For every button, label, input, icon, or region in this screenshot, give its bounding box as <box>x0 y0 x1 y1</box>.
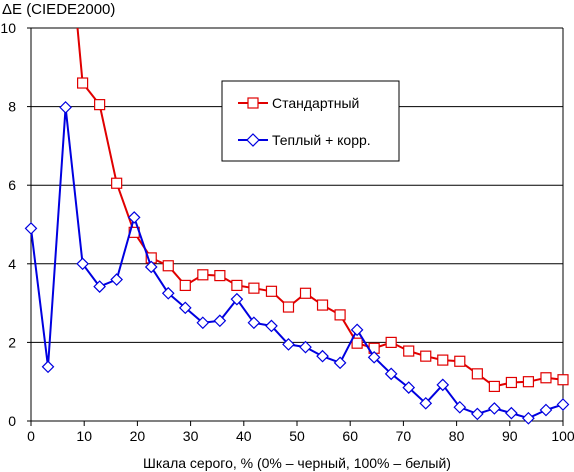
data-point-square <box>403 345 415 357</box>
legend-entry-standard: Стандартный <box>238 95 359 111</box>
data-point-square <box>299 287 312 299</box>
data-point-diamond <box>178 301 192 315</box>
data-point-diamond <box>333 356 347 370</box>
chart-title: ΔE (CIEDE2000) <box>2 1 115 18</box>
x-tick-label: 10 <box>76 428 92 444</box>
data-point-square <box>231 279 243 292</box>
x-tick-label: 0 <box>27 428 35 444</box>
data-point-square <box>540 372 552 384</box>
data-point-diamond <box>230 292 244 306</box>
data-point-square <box>94 99 106 111</box>
x-tick-label: 100 <box>551 428 574 444</box>
x-tick-label: 60 <box>342 428 358 444</box>
data-point-diamond <box>522 411 535 425</box>
data-point-diamond <box>265 319 278 333</box>
legend-marker-diamond <box>246 133 260 147</box>
data-point-diamond <box>488 402 501 415</box>
x-tick-label: 20 <box>130 428 146 444</box>
data-point-square <box>334 309 346 321</box>
x-axis-label: Шкала серого, % (0% – черный, 100% – бел… <box>143 455 451 471</box>
y-tick-label: 0 <box>8 413 16 429</box>
y-tick-label: 10 <box>0 20 16 36</box>
data-point-diamond <box>213 314 227 328</box>
series-layer <box>24 28 570 425</box>
x-tick-label: 50 <box>289 428 305 444</box>
data-point-diamond <box>505 406 518 420</box>
data-point-square <box>162 260 174 272</box>
legend-label-warm: Теплый + корр. <box>272 132 371 148</box>
data-point-square <box>437 354 449 366</box>
legend-entry-warm: Теплый + корр. <box>238 132 371 148</box>
y-tick-label: 6 <box>8 177 16 193</box>
data-point-square <box>265 285 278 297</box>
data-point-square <box>505 376 517 389</box>
x-tick-label: 80 <box>449 428 465 444</box>
data-point-diamond <box>144 260 158 274</box>
data-point-diamond <box>41 360 55 374</box>
data-point-square <box>385 336 397 348</box>
data-point-square <box>111 177 123 189</box>
series-standard <box>76 28 569 393</box>
data-point-diamond <box>93 280 106 293</box>
data-point-diamond <box>453 400 467 414</box>
data-point-square <box>522 376 535 388</box>
legend-box <box>221 80 400 162</box>
data-point-diamond <box>247 316 261 330</box>
data-point-diamond <box>470 407 484 421</box>
data-point-square <box>488 380 500 393</box>
data-point-square <box>557 374 569 386</box>
x-tick-label: 90 <box>502 428 518 444</box>
x-tick-label: 30 <box>183 428 199 444</box>
data-point-diamond <box>24 222 38 235</box>
data-point-diamond <box>127 211 141 224</box>
legend: Стандартный Теплый + корр. <box>221 80 400 162</box>
tick-labels: 0 10 20 30 40 50 60 70 80 90 100 0 2 4 6 8 10 <box>0 20 574 444</box>
data-point-square <box>248 282 260 294</box>
data-point-square <box>351 337 363 349</box>
data-point-square <box>316 299 329 311</box>
data-point-diamond <box>76 257 89 271</box>
x-tick-label: 40 <box>236 428 252 444</box>
data-point-diamond <box>110 273 124 286</box>
y-tick-label: 8 <box>8 99 16 115</box>
data-point-diamond <box>402 381 416 394</box>
data-point-square <box>179 279 191 292</box>
data-point-diamond <box>299 340 312 354</box>
data-point-square <box>214 269 226 282</box>
data-point-diamond <box>196 316 210 330</box>
data-point-diamond <box>384 367 398 381</box>
data-point-diamond <box>556 398 570 411</box>
data-point-diamond <box>282 338 295 351</box>
x-tick-label: 70 <box>396 428 412 444</box>
data-point-square <box>77 77 89 89</box>
data-point-diamond <box>367 350 381 364</box>
legend-marker-square <box>247 97 259 109</box>
y-tick-label: 2 <box>8 334 16 350</box>
data-point-square <box>471 368 483 380</box>
data-point-square <box>420 350 432 362</box>
data-point-diamond <box>59 101 72 114</box>
data-point-square <box>282 301 295 313</box>
data-point-square <box>197 269 209 281</box>
y-tick-label: 4 <box>8 256 16 272</box>
data-point-square <box>454 355 466 367</box>
data-point-diamond <box>436 378 450 392</box>
data-point-diamond <box>161 286 175 300</box>
data-point-diamond <box>316 349 329 363</box>
data-point-diamond <box>350 323 364 337</box>
data-point-diamond <box>419 396 433 410</box>
series-warm <box>24 101 570 425</box>
data-point-diamond <box>539 403 553 417</box>
legend-label-standard: Стандартный <box>272 95 359 111</box>
